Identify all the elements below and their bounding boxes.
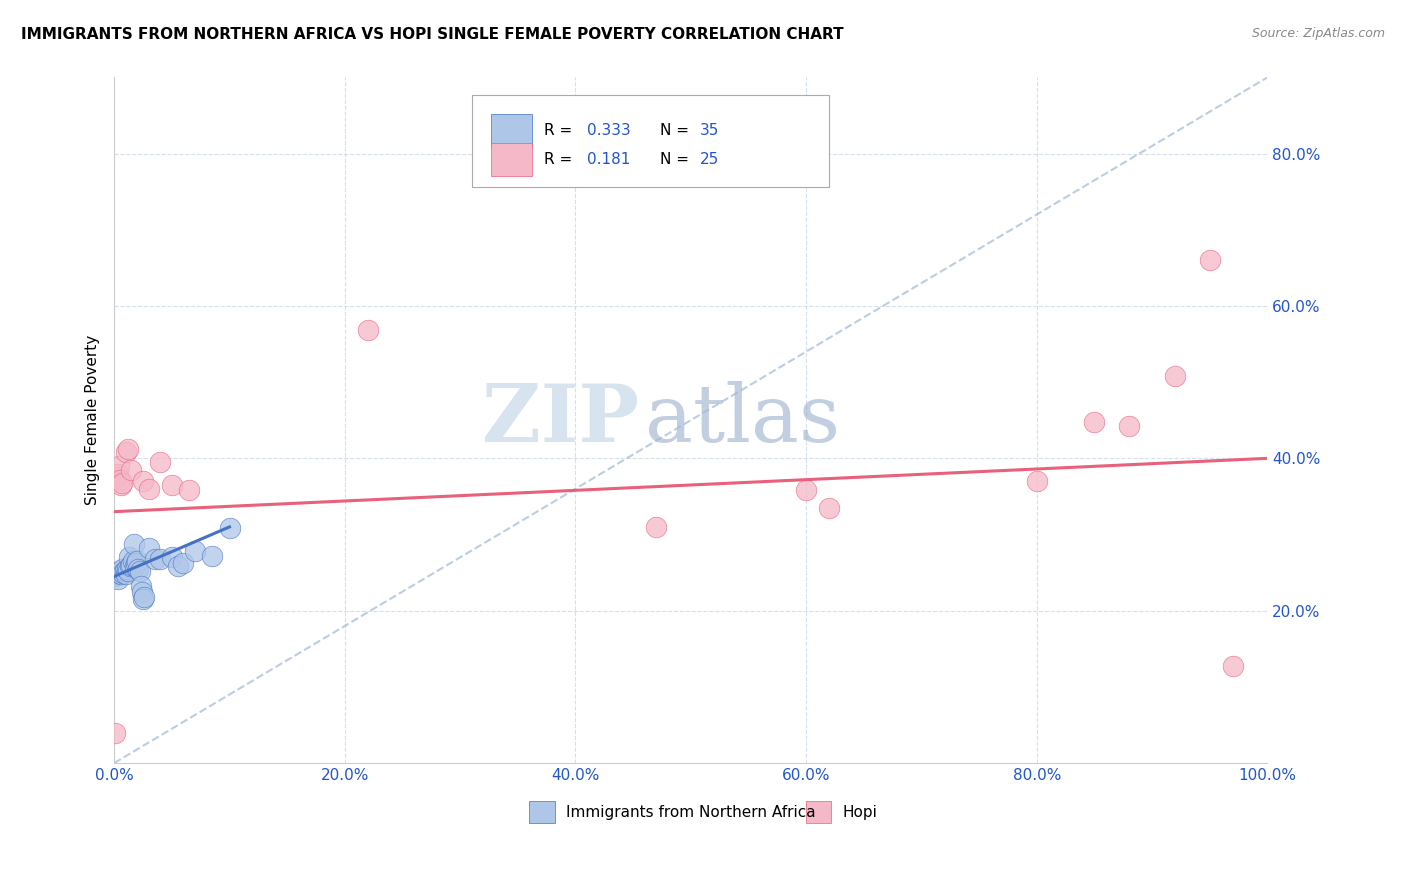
Point	[110, 567, 132, 582]
Point	[117, 564, 139, 578]
Point	[108, 473, 131, 487]
Point	[160, 550, 183, 565]
Point	[160, 478, 183, 492]
Point	[201, 549, 224, 563]
Point	[138, 541, 160, 556]
Text: N =: N =	[659, 153, 693, 167]
Text: 0.333: 0.333	[586, 123, 631, 138]
Point	[1083, 415, 1105, 429]
Point	[107, 572, 129, 586]
Point	[120, 559, 142, 574]
Point	[107, 458, 129, 473]
Point	[110, 478, 132, 492]
Point	[179, 483, 201, 498]
Text: N =: N =	[659, 123, 693, 138]
Point	[111, 475, 134, 490]
Text: 0.181: 0.181	[586, 153, 630, 167]
Text: R =: R =	[544, 153, 582, 167]
Point	[149, 552, 172, 566]
Text: Hopi: Hopi	[844, 805, 877, 820]
Point	[114, 567, 136, 582]
Point	[104, 725, 127, 739]
Text: Source: ZipAtlas.com: Source: ZipAtlas.com	[1251, 27, 1385, 40]
Point	[134, 590, 156, 604]
Point	[143, 552, 166, 566]
Y-axis label: Single Female Poverty: Single Female Poverty	[86, 335, 100, 506]
Point	[107, 566, 129, 580]
Point	[1198, 253, 1220, 268]
Point	[357, 323, 380, 337]
Text: Immigrants from Northern Africa: Immigrants from Northern Africa	[567, 805, 815, 820]
Bar	[491, 144, 531, 176]
Point	[121, 554, 143, 568]
Point	[138, 482, 160, 496]
Point	[645, 520, 668, 534]
Point	[118, 550, 141, 565]
Bar	[529, 801, 555, 823]
Point	[128, 564, 150, 578]
Point	[1025, 474, 1047, 488]
Point	[104, 569, 127, 583]
Point	[1222, 658, 1244, 673]
Point	[124, 559, 146, 574]
Point	[132, 474, 155, 488]
Text: ZIP: ZIP	[482, 381, 638, 459]
Point	[117, 442, 139, 457]
Point	[115, 562, 138, 576]
Text: 25: 25	[700, 153, 720, 167]
Point	[122, 536, 145, 550]
Bar	[491, 114, 531, 147]
Point	[172, 557, 194, 571]
Text: 35: 35	[700, 123, 720, 138]
Point	[114, 445, 136, 459]
Point	[105, 470, 128, 484]
Point	[127, 562, 149, 576]
Point	[131, 584, 153, 599]
Point	[125, 557, 148, 571]
Point	[132, 592, 155, 607]
Point	[105, 567, 128, 582]
Point	[114, 564, 136, 578]
Point	[794, 483, 817, 498]
FancyBboxPatch shape	[471, 95, 830, 187]
Text: IMMIGRANTS FROM NORTHERN AFRICA VS HOPI SINGLE FEMALE POVERTY CORRELATION CHART: IMMIGRANTS FROM NORTHERN AFRICA VS HOPI …	[21, 27, 844, 42]
Point	[127, 554, 149, 568]
Point	[111, 562, 134, 576]
Point	[818, 500, 841, 515]
Point	[149, 455, 172, 469]
Point	[218, 521, 240, 535]
Point	[166, 559, 188, 574]
Point	[1164, 369, 1187, 384]
Point	[108, 564, 131, 578]
Text: R =: R =	[544, 123, 578, 138]
Point	[1118, 419, 1140, 434]
Point	[129, 579, 152, 593]
Bar	[806, 801, 831, 823]
Point	[121, 463, 143, 477]
Point	[112, 566, 135, 580]
Text: atlas: atlas	[644, 381, 839, 459]
Point	[121, 558, 143, 572]
Point	[184, 544, 207, 558]
Point	[107, 467, 129, 481]
